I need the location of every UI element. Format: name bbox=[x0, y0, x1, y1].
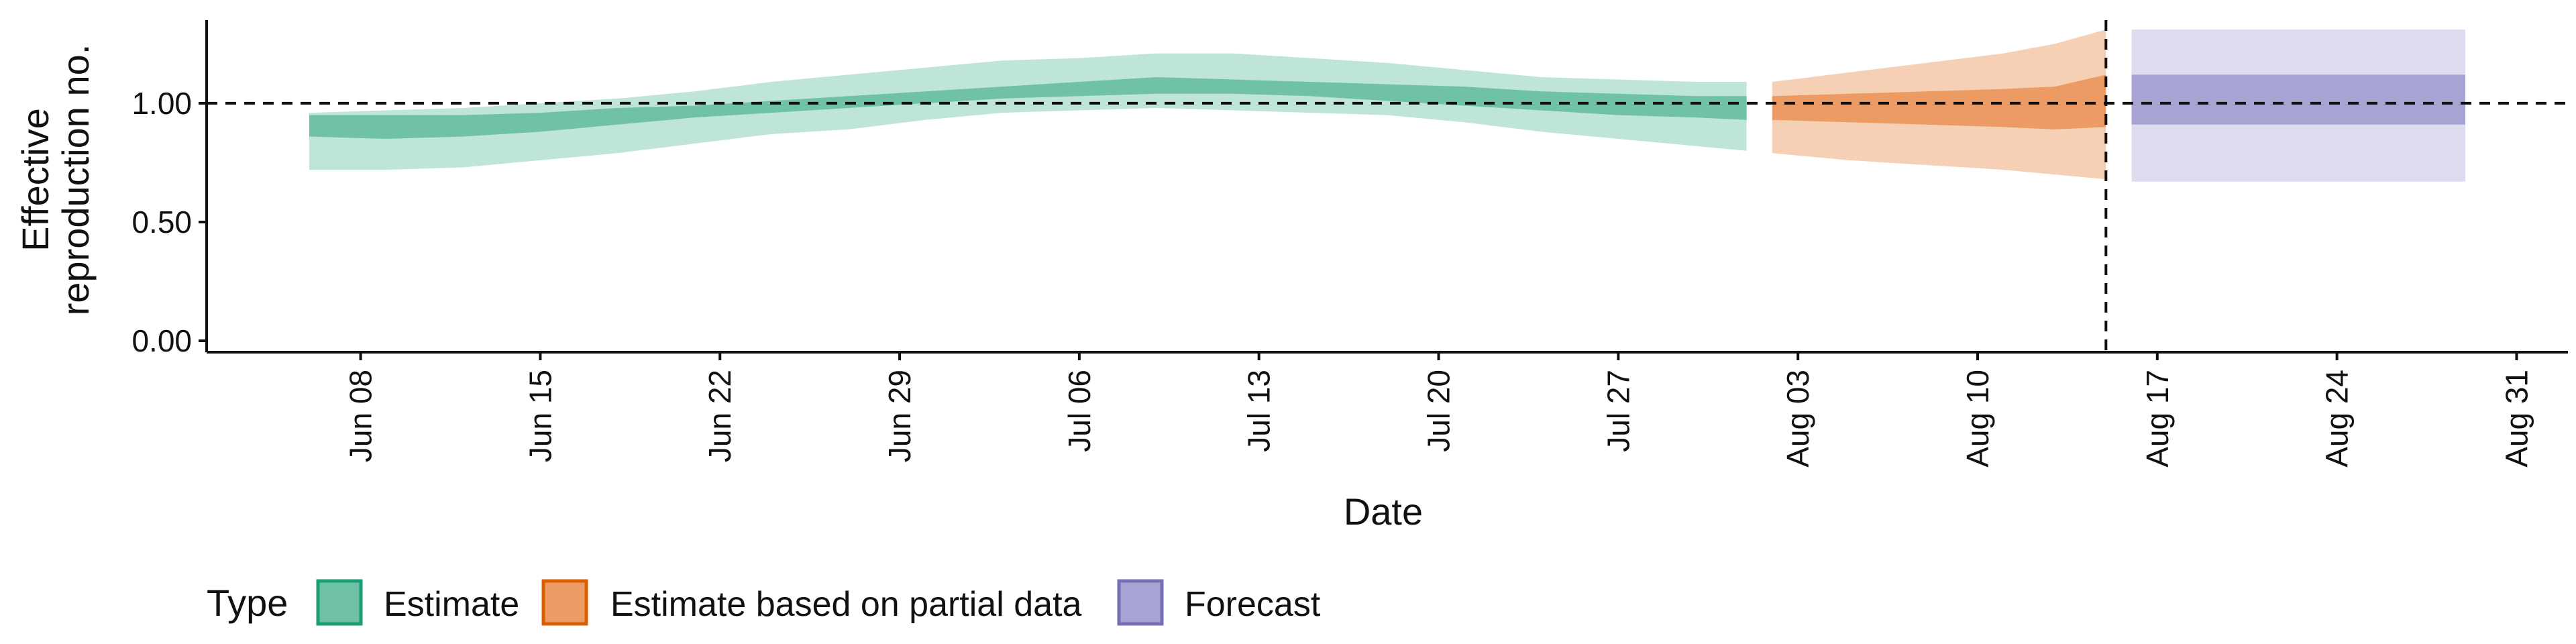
y-axis-title-line1: Effective bbox=[14, 108, 56, 252]
x-tick-label: Jul 27 bbox=[1601, 370, 1635, 452]
band-inner-estimate bbox=[309, 76, 1747, 140]
legend-label-partial: Estimate based on partial data bbox=[610, 585, 1082, 624]
ribbon-bands bbox=[309, 30, 2465, 182]
x-tick-label: Jun 15 bbox=[523, 370, 557, 462]
legend-key-forecast bbox=[1117, 579, 1164, 626]
axes bbox=[205, 20, 2568, 354]
x-tick-label: Aug 10 bbox=[1960, 370, 1995, 468]
legend-key-estimate bbox=[316, 579, 363, 626]
band-outer-estimate bbox=[309, 53, 1747, 170]
y-tick-label: 0.00 bbox=[131, 323, 192, 358]
x-tick-label: Jul 13 bbox=[1242, 370, 1277, 452]
x-tick-label: Jun 22 bbox=[702, 370, 737, 462]
x-tick-label: Aug 24 bbox=[2320, 370, 2355, 468]
x-axis-title: Date bbox=[1344, 490, 1423, 533]
x-tick-label: Jul 06 bbox=[1062, 370, 1097, 452]
legend-label-estimate: Estimate bbox=[384, 585, 519, 624]
legend: Type Estimate Estimate based on partial … bbox=[207, 579, 1321, 626]
band-inner-forecast bbox=[2131, 74, 2465, 125]
legend-title: Type bbox=[207, 582, 288, 624]
x-tick-label: Jul 20 bbox=[1421, 370, 1456, 452]
legend-label-forecast: Forecast bbox=[1185, 585, 1321, 624]
x-tick-label: Aug 31 bbox=[2499, 370, 2534, 468]
legend-key-partial bbox=[541, 579, 588, 626]
x-tick-label: Aug 03 bbox=[1780, 370, 1815, 468]
y-tick-label: 0.50 bbox=[131, 205, 192, 239]
x-tick-label: Aug 17 bbox=[2140, 370, 2175, 468]
x-ticks: Jun 08 Jun 15 Jun 22 Jun 29 Jul 06 Jul 13 Jul … bbox=[343, 352, 2534, 468]
x-tick-label: Jun 08 bbox=[343, 370, 378, 462]
y-tick-label: 1.00 bbox=[131, 86, 192, 121]
y-ticks: 0.00 0.50 1.00 bbox=[131, 86, 207, 358]
y-axis-title-line2: reproduction no. bbox=[54, 44, 97, 316]
x-tick-label: Jun 29 bbox=[882, 370, 917, 462]
